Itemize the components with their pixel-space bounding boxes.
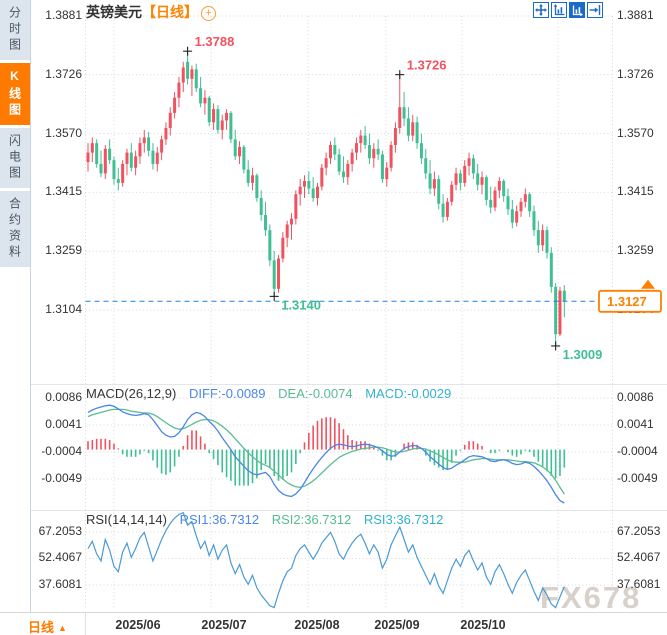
sidebar-item-time-chart[interactable]: 分时图 [0,0,30,60]
svg-text:1.3726: 1.3726 [407,58,447,73]
svg-text:1.3009: 1.3009 [563,347,603,362]
svg-text:1.3140: 1.3140 [281,297,321,312]
price-axis-left-label: 1.3881 [45,8,82,22]
macd-axis-right-label: -0.0004 [617,444,658,458]
price-axis-right-label: 1.3570 [617,126,654,140]
period-selector[interactable]: 日线 ▲ [28,617,67,635]
chevron-up-icon: ▲ [58,623,67,633]
price-axis-left-label: 1.3104 [45,302,82,316]
rsi2-value: RSI2:36.7312 [271,512,352,527]
rsi-axis-right-label: 67.2053 [617,524,661,538]
rsi-axis-right-label: 52.4067 [617,550,661,564]
date-tick-label: 2025/06 [115,618,161,632]
shift-right-icon[interactable] [587,2,603,18]
panel-separator [30,510,667,511]
date-tick-label: 2025/07 [201,618,247,632]
rsi-title: RSI(14,14,14) [86,512,167,527]
rsi3-value: RSI3:36.7312 [363,512,444,527]
symbol-name: 英镑美元 [86,4,142,20]
price-axis-left-label: 1.3415 [45,184,82,198]
rsi-header: RSI(14,14,14) RSI1:36.7312 RSI2:36.7312 … [86,512,443,527]
sidebar-item-lightning-chart[interactable]: 闪电图 [0,128,30,188]
macd-axis-right-label: 0.0041 [617,417,654,431]
rsi-axis-left-label: 37.6081 [38,577,82,591]
rsi-axis-left-label: 52.4067 [38,550,82,564]
chart-toolbar [533,2,603,18]
panel-separator [30,384,667,385]
macd-dea-value: DEA:-0.0074 [278,386,353,401]
macd-axis-left-label: 0.0086 [45,390,82,404]
price-axis-right-label: 1.3726 [617,67,654,81]
fit-x-axis-icon[interactable] [569,2,585,18]
price-axis-right-label: 1.3259 [617,243,654,257]
macd-axis-right-label: 0.0086 [617,390,654,404]
chart-title: 英镑美元【日线】 + [86,2,216,22]
price-axis-right-label: 1.3104 [617,302,654,316]
svg-text:1.3788: 1.3788 [195,34,235,49]
macd-axis-right-label: -0.0049 [617,471,658,485]
macd-axis-left-label: -0.0049 [41,471,82,485]
macd-diff-value: DIFF:-0.0089 [188,386,266,401]
price-axis-right-label: 1.3881 [617,8,654,22]
period-selector-label: 日线 [28,620,55,635]
rsi1-value: RSI1:36.7312 [179,512,260,527]
price-axis-left-label: 1.3570 [45,126,82,140]
macd-title: MACD(26,12,9) [86,386,177,401]
rsi-axis-left-label: 67.2053 [38,524,82,538]
macd-axis-left-label: 0.0041 [45,417,82,431]
circle-plus-icon[interactable]: + [201,6,216,21]
time-axis-bar: 日线 ▲ 2025/06 2025/07 2025/08 2025/09 2025… [0,612,667,635]
period-badge: 【日线】 [142,4,198,20]
price-axis-left-label: 1.3259 [45,243,82,257]
macd-macd-value: MACD:-0.0029 [365,386,452,401]
sidebar-item-contract-info[interactable]: 合约资料 [0,191,30,267]
date-tick-label: 2025/10 [460,618,506,632]
pan-icon[interactable] [533,2,549,18]
rsi-axis-right-label: 37.6081 [617,577,661,591]
sidebar-item-kline-chart[interactable]: K线图 [0,63,30,125]
date-tick-label: 2025/09 [374,618,420,632]
date-tick-label: 2025/08 [294,618,340,632]
divider [85,613,86,635]
macd-axis-left-label: -0.0004 [41,444,82,458]
price-axis-right-label: 1.3415 [617,184,654,198]
chart-type-sidebar: 分时图 K线图 闪电图 合约资料 [0,0,31,612]
price-axis-left-label: 1.3726 [45,67,82,81]
fit-y-axis-icon[interactable] [551,2,567,18]
macd-header: MACD(26,12,9) DIFF:-0.0089 DEA:-0.0074 M… [86,386,451,401]
